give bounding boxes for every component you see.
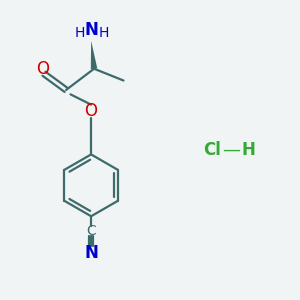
Text: C: C bbox=[86, 224, 96, 238]
Text: O: O bbox=[36, 60, 49, 78]
Text: N: N bbox=[85, 22, 99, 40]
Text: H: H bbox=[75, 26, 85, 40]
Text: N: N bbox=[84, 244, 98, 262]
Text: Cl: Cl bbox=[203, 141, 221, 159]
Text: H: H bbox=[98, 26, 109, 40]
Polygon shape bbox=[91, 41, 97, 69]
Text: H: H bbox=[242, 141, 256, 159]
Text: O: O bbox=[85, 102, 98, 120]
Text: —: — bbox=[222, 141, 240, 159]
